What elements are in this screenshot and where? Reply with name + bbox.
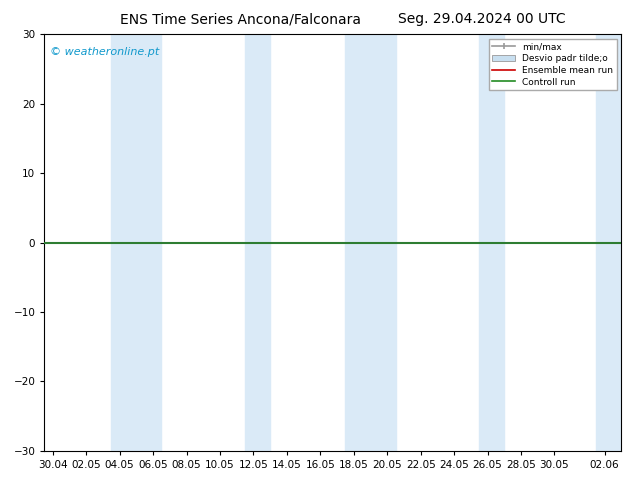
Legend: min/max, Desvio padr tilde;o, Ensemble mean run, Controll run: min/max, Desvio padr tilde;o, Ensemble m… xyxy=(489,39,617,90)
Text: © weatheronline.pt: © weatheronline.pt xyxy=(50,47,159,57)
Bar xyxy=(346,34,396,451)
Bar xyxy=(245,34,270,451)
Text: ENS Time Series Ancona/Falconara: ENS Time Series Ancona/Falconara xyxy=(120,12,361,26)
Bar xyxy=(596,34,621,451)
Text: Seg. 29.04.2024 00 UTC: Seg. 29.04.2024 00 UTC xyxy=(398,12,566,26)
Bar xyxy=(479,34,504,451)
Bar xyxy=(112,34,162,451)
